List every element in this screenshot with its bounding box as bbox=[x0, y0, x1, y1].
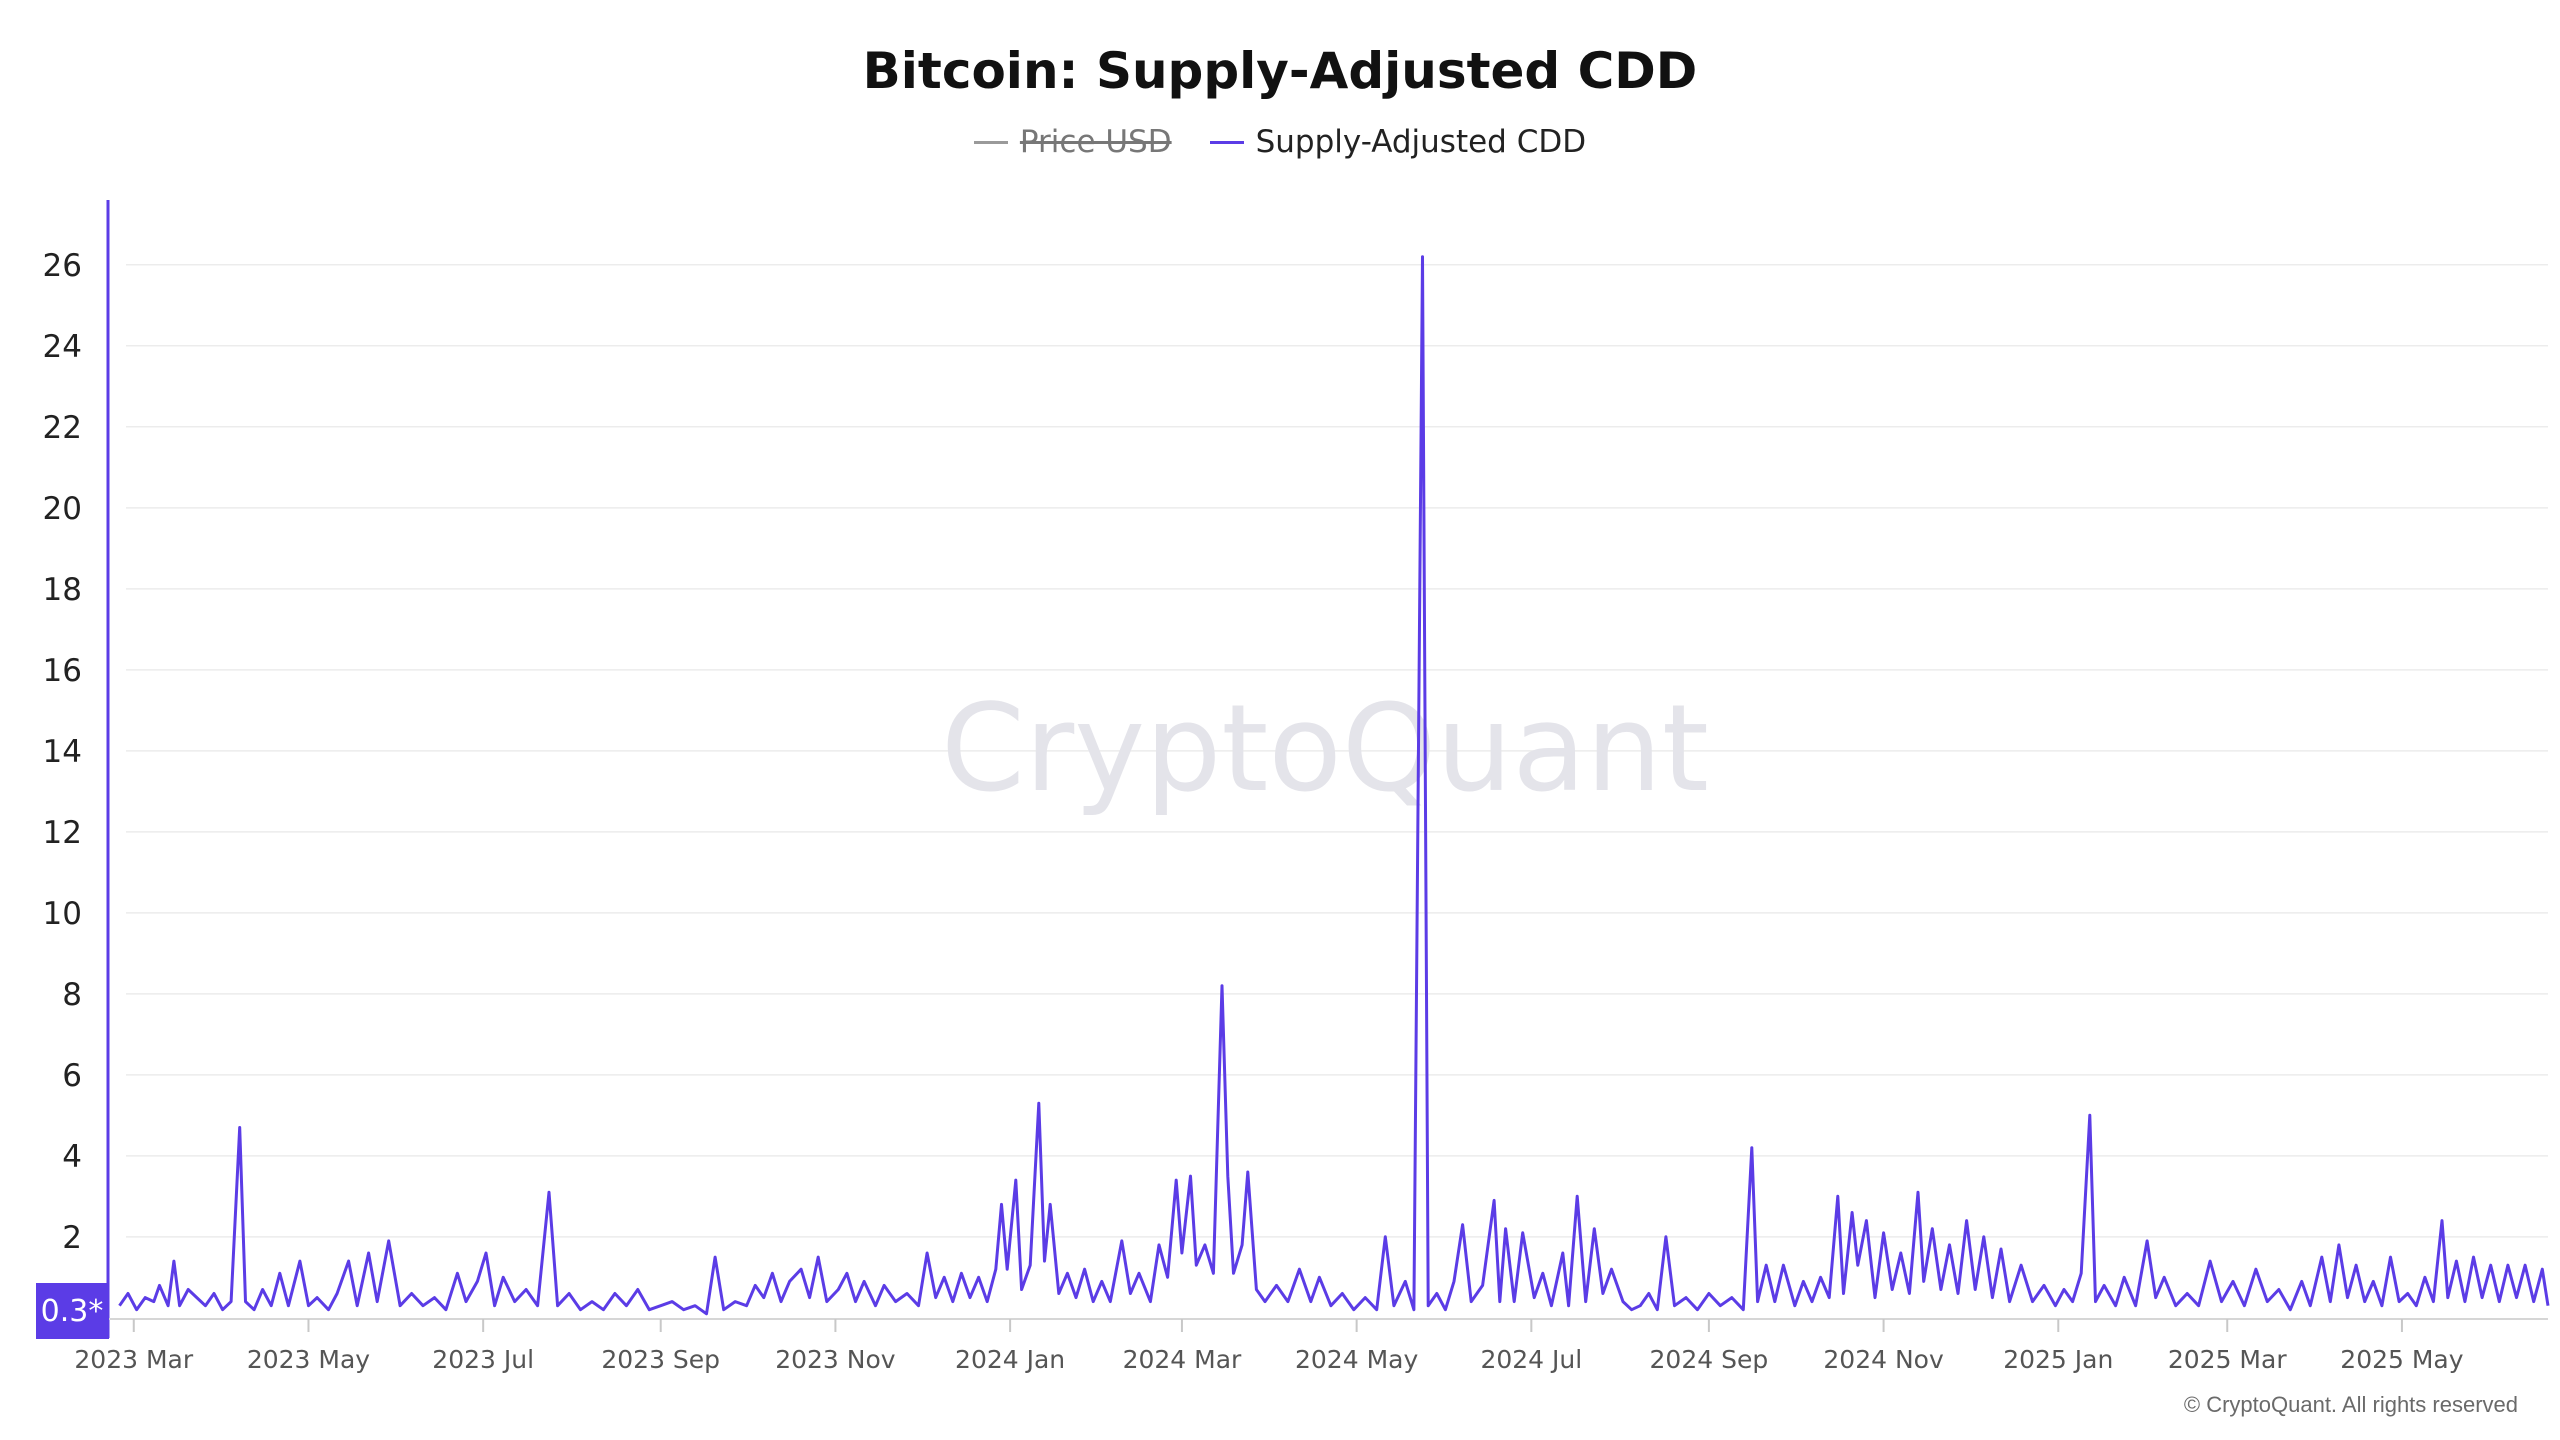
watermark: CryptoQuant bbox=[941, 680, 1709, 819]
x-tick-label: 2024 Nov bbox=[1823, 1345, 1944, 1374]
x-tick-label: 2024 May bbox=[1295, 1345, 1418, 1374]
x-tick-label: 2024 Jan bbox=[955, 1345, 1065, 1374]
y-tick-label: 26 bbox=[43, 248, 82, 284]
current-value-marker: 0.3* bbox=[36, 1283, 109, 1339]
y-tick-label: 16 bbox=[43, 653, 82, 689]
y-tick-label: 18 bbox=[43, 572, 82, 608]
y-tick-label: 8 bbox=[62, 977, 82, 1013]
y-tick-label: 14 bbox=[43, 734, 82, 770]
x-tick-label: 2023 Nov bbox=[775, 1345, 896, 1374]
x-tick-label: 2024 Mar bbox=[1123, 1345, 1242, 1374]
grid-lines bbox=[126, 264, 2548, 1238]
y-tick-label: 24 bbox=[43, 329, 82, 365]
legend-swatch-supply-adjusted-cdd bbox=[1209, 140, 1244, 144]
x-tick-label: 2025 May bbox=[2340, 1345, 2463, 1374]
current-value-box bbox=[36, 1283, 109, 1339]
x-tick-label: 2023 Sep bbox=[601, 1345, 720, 1374]
x-tick-label: 2023 Mar bbox=[74, 1345, 193, 1374]
y-tick-label: 2 bbox=[62, 1220, 82, 1256]
x-tick-label: 2024 Sep bbox=[1650, 1345, 1769, 1374]
y-tick-label: 22 bbox=[43, 410, 82, 446]
y-tick-label: 12 bbox=[43, 815, 82, 851]
x-tick-label: 2023 Jul bbox=[432, 1345, 534, 1374]
legend-label-supply-adjusted-cdd: Supply-Adjusted CDD bbox=[1255, 124, 1587, 160]
x-tick-label: 2023 May bbox=[247, 1345, 370, 1374]
legend: Price USD Supply-Adjusted CDD bbox=[0, 124, 2560, 160]
series-supply-adjusted-cdd bbox=[118, 255, 2550, 1316]
current-value-label: 0.3* bbox=[41, 1294, 104, 1329]
x-tick-label: 2025 Mar bbox=[2168, 1345, 2287, 1374]
legend-item-supply-adjusted-cdd[interactable]: Supply-Adjusted CDD bbox=[1209, 124, 1587, 160]
legend-label-price-usd: Price USD bbox=[1019, 124, 1172, 160]
x-tick-label: 2024 Jul bbox=[1480, 1345, 1582, 1374]
x-tick-label: 2025 Jan bbox=[2003, 1345, 2113, 1374]
legend-item-price-usd[interactable]: Price USD bbox=[973, 124, 1172, 160]
x-axis: 2023 Mar 2023 May 2023 Jul 2023 Sep 2023 Nov… bbox=[74, 1318, 2548, 1374]
chart-title: Bitcoin: Supply-Adjusted CDD bbox=[862, 42, 1698, 100]
y-tick-label: 20 bbox=[43, 491, 82, 527]
copyright-notice: © CryptoQuant. All rights reserved bbox=[2183, 1392, 2518, 1417]
y-tick-label: 4 bbox=[62, 1139, 82, 1175]
y-tick-label: 10 bbox=[43, 896, 82, 932]
y-tick-label: 6 bbox=[62, 1058, 82, 1094]
legend-swatch-price-usd bbox=[973, 140, 1008, 144]
